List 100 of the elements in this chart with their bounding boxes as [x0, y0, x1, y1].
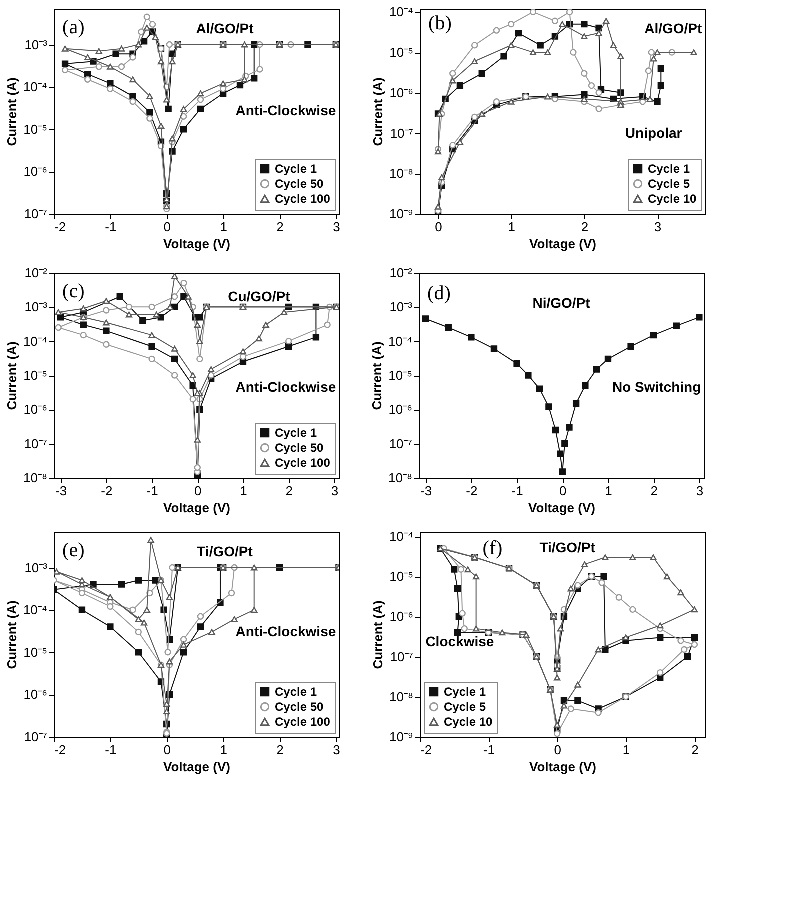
- annotation: (b): [428, 12, 452, 34]
- x-tick-label: 2: [650, 484, 658, 498]
- x-tick-label: 2: [276, 742, 284, 758]
- legend-label: Cycle 50: [275, 177, 324, 191]
- legend-label: Cycle 50: [275, 441, 324, 455]
- x-tick-label: 0: [435, 220, 442, 234]
- annotation: Anti-Clockwise: [236, 102, 336, 118]
- x-tick-label: 3: [333, 742, 340, 758]
- x-tick-label: -2: [101, 484, 113, 498]
- legend-label: Cycle 1: [648, 162, 690, 176]
- x-tick-label: 3: [333, 220, 340, 234]
- y-tick-label: 10⁻⁶: [24, 687, 48, 702]
- annotation: Clockwise: [426, 634, 494, 650]
- y-tick-label: 10⁻³: [24, 300, 48, 315]
- y-tick-label: 10⁻⁵: [24, 122, 48, 137]
- y-tick-label: 10⁻⁶: [24, 402, 48, 418]
- x-tick-label: 0: [164, 220, 171, 234]
- y-tick-label: 10⁻⁷: [390, 649, 414, 664]
- x-tick-label: -1: [146, 484, 158, 498]
- annotation: Al/GO/Pt: [196, 20, 254, 36]
- y-axis-title: Current (A): [4, 78, 20, 146]
- y-tick-label: 10⁻⁵: [24, 644, 48, 660]
- legend-label: Cycle 100: [275, 456, 331, 470]
- x-tick-label: -2: [420, 742, 432, 758]
- y-tick-label: 10⁻⁴: [388, 334, 412, 349]
- annotation: (c): [62, 280, 85, 302]
- legend-label: Cycle 5: [444, 700, 486, 714]
- y-tick-label: 10⁻⁵: [24, 368, 48, 383]
- x-tick-label: 1: [220, 742, 228, 758]
- annotation: Ti/GO/Pt: [540, 539, 596, 556]
- annotation: (a): [62, 16, 85, 38]
- legend-label: Cycle 5: [648, 177, 690, 191]
- y-tick-label: 10⁻⁸: [390, 689, 414, 704]
- x-tick-label: 1: [622, 742, 630, 758]
- annotation: Al/GO/Pt: [644, 20, 702, 36]
- legend-label: Cycle 1: [444, 685, 486, 699]
- y-tick-label: 10⁻⁴: [23, 334, 48, 349]
- y-tick-label: 10⁻⁴: [23, 80, 48, 95]
- y-tick-label: 10⁻⁷: [390, 126, 414, 141]
- y-tick-label: 10⁻⁶: [390, 609, 414, 624]
- y-tick-label: 10⁻³: [24, 560, 48, 576]
- y-tick-label: 10⁻⁴: [389, 4, 414, 20]
- x-tick-label: -3: [56, 484, 68, 498]
- x-axis-title: Voltage (V): [530, 236, 596, 252]
- y-tick-label: 10⁻⁶: [388, 402, 412, 418]
- x-tick-label: 1: [508, 220, 516, 234]
- y-tick-label: 10⁻⁹: [389, 206, 414, 222]
- y-tick-label: 10⁻³: [24, 37, 48, 52]
- x-axis-title: Voltage (V): [530, 760, 596, 774]
- y-tick-label: 10⁻⁷: [24, 206, 48, 222]
- x-tick-label: 3: [331, 484, 339, 498]
- legend-label: Cycle 50: [275, 700, 324, 714]
- annotation: (e): [62, 539, 85, 562]
- x-tick-label: -2: [54, 220, 66, 234]
- x-tick-label: 1: [240, 484, 248, 498]
- y-tick-label: 10⁻³: [390, 300, 414, 315]
- legend-label: Cycle 100: [275, 192, 331, 206]
- annotation: Ti/GO/Pt: [197, 544, 254, 560]
- annotation: (f): [482, 537, 503, 560]
- annotation: Anti-Clockwise: [236, 378, 336, 395]
- y-tick-label: 10⁻⁴: [389, 529, 414, 544]
- annotation: (d): [428, 282, 451, 304]
- x-tick-label: -2: [466, 484, 478, 498]
- x-axis-title: Voltage (V): [164, 760, 230, 774]
- legend-label: Cycle 10: [444, 715, 494, 729]
- annotation: Cu/GO/Pt: [228, 288, 291, 305]
- x-tick-label: -1: [512, 484, 524, 498]
- y-tick-label: 10⁻⁷: [24, 730, 48, 744]
- x-tick-label: 2: [286, 484, 293, 498]
- x-tick-label: 3: [654, 220, 662, 234]
- y-tick-label: 10⁻⁶: [390, 85, 414, 100]
- annotation: Ni/GO/Pt: [532, 294, 591, 311]
- y-tick-label: 10⁻⁴: [23, 602, 48, 618]
- annotation: Unipolar: [625, 125, 683, 142]
- y-axis-title: Current (A): [4, 342, 20, 410]
- y-axis-title: Current (A): [370, 600, 386, 670]
- annotation: Anti-Clockwise: [236, 623, 336, 640]
- x-tick-label: 0: [164, 742, 171, 758]
- y-tick-label: 10⁻⁹: [389, 730, 414, 744]
- x-tick-label: -1: [483, 742, 495, 758]
- x-tick-label: -1: [105, 220, 117, 234]
- y-tick-label: 10⁻⁸: [390, 166, 414, 182]
- y-tick-label: 10⁻⁸: [388, 470, 412, 486]
- y-axis-title: Current (A): [370, 78, 386, 146]
- x-axis-title: Voltage (V): [528, 500, 596, 516]
- x-axis-title: Voltage (V): [164, 500, 230, 516]
- x-axis-title: Voltage (V): [164, 236, 230, 252]
- x-tick-label: 1: [220, 220, 228, 234]
- y-tick-label: 10⁻⁸: [24, 470, 48, 486]
- x-tick-label: 1: [605, 484, 612, 498]
- y-tick-label: 10⁻⁷: [389, 436, 413, 452]
- x-tick-label: 0: [194, 484, 202, 498]
- y-tick-label: 10⁻²: [24, 266, 48, 280]
- legend-label: Cycle 100: [275, 715, 331, 729]
- legend-label: Cycle 10: [648, 192, 698, 206]
- x-tick-label: 0: [554, 742, 562, 758]
- x-tick-label: 2: [581, 220, 589, 234]
- y-axis-title: Current (A): [4, 600, 20, 670]
- y-tick-label: 10⁻⁵: [388, 368, 412, 383]
- y-tick-label: 10⁻⁶: [24, 164, 48, 180]
